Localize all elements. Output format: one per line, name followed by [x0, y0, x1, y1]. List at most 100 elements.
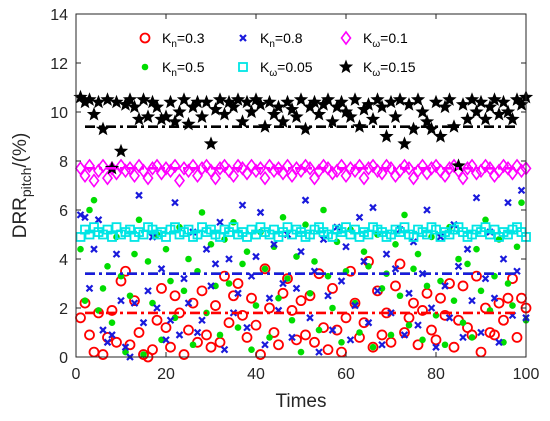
x-tick-label: 0	[72, 366, 81, 383]
data-point	[426, 161, 437, 176]
data-point	[356, 329, 363, 336]
legend-label-sub: n	[171, 39, 177, 50]
data-point	[428, 94, 444, 109]
y-axis-label-main: DRR	[10, 197, 31, 238]
data-point	[306, 314, 314, 322]
data-point	[392, 92, 408, 106]
data-point	[472, 193, 481, 202]
data-point	[417, 305, 428, 316]
data-point	[183, 324, 194, 336]
data-point	[203, 136, 219, 150]
data-point	[104, 263, 111, 270]
data-point	[259, 263, 271, 275]
data-point	[507, 165, 518, 181]
data-point	[169, 158, 181, 174]
data-point	[315, 326, 323, 334]
data-point	[160, 322, 172, 334]
data-point	[76, 211, 85, 219]
legend-entry: Kω=0.1	[340, 30, 408, 50]
y-tick-label: 4	[59, 252, 68, 269]
data-point	[248, 346, 255, 353]
data-point	[292, 284, 301, 293]
data-point	[409, 238, 418, 246]
data-point	[451, 158, 466, 172]
data-point	[192, 168, 203, 184]
data-point	[261, 265, 269, 273]
data-point	[471, 270, 482, 282]
data-point	[111, 336, 122, 348]
data-point	[151, 158, 163, 174]
data-point	[219, 270, 230, 282]
data-point	[493, 297, 505, 309]
data-point	[257, 119, 273, 133]
data-point	[198, 209, 206, 216]
data-point	[439, 168, 451, 184]
data-point	[437, 277, 444, 285]
data-point	[118, 97, 133, 111]
data-point	[88, 173, 100, 188]
data-point	[157, 265, 166, 273]
data-point	[246, 292, 257, 304]
data-point	[424, 121, 439, 136]
data-point	[309, 170, 320, 186]
data-point	[347, 92, 363, 106]
data-point	[376, 165, 388, 181]
data-point	[320, 92, 336, 106]
data-point	[293, 92, 309, 106]
data-point	[117, 296, 125, 305]
data-point	[120, 265, 131, 277]
data-point	[414, 250, 422, 258]
data-point	[235, 114, 250, 128]
data-point	[210, 170, 221, 186]
data-point	[139, 318, 148, 327]
data-point	[279, 279, 287, 288]
data-point	[108, 319, 116, 327]
data-point	[165, 341, 176, 353]
data-point	[378, 285, 386, 292]
data-point	[124, 161, 136, 176]
data-point	[185, 255, 192, 263]
legend-marker	[338, 59, 354, 74]
data-point	[97, 158, 109, 174]
data-point	[214, 161, 226, 176]
data-point	[300, 329, 311, 341]
data-point	[369, 203, 377, 212]
data-point	[336, 158, 347, 174]
data-point	[315, 348, 323, 356]
data-point	[324, 272, 332, 280]
data-point	[432, 343, 440, 351]
data-point	[279, 214, 287, 221]
data-point	[329, 99, 345, 114]
data-point	[73, 89, 88, 104]
x-tick-label: 20	[157, 366, 175, 383]
data-point	[417, 158, 428, 174]
legend-label-value: =0.05	[277, 59, 313, 75]
data-point	[361, 97, 376, 111]
data-point	[473, 94, 489, 109]
data-point	[464, 92, 480, 106]
data-point	[99, 285, 107, 292]
data-point	[410, 92, 426, 106]
data-point	[423, 206, 431, 214]
data-point	[412, 339, 424, 351]
data-point	[75, 161, 86, 176]
data-point	[113, 143, 129, 158]
legend-label-sub: n	[269, 39, 275, 50]
data-point	[194, 109, 210, 123]
data-point	[256, 208, 265, 217]
data-point	[297, 348, 305, 356]
data-point	[277, 287, 289, 299]
data-point	[243, 323, 251, 332]
data-point	[487, 92, 502, 106]
data-point	[271, 99, 286, 114]
data-point	[237, 309, 248, 321]
data-point	[342, 242, 350, 251]
data-point	[338, 104, 354, 119]
data-point	[392, 241, 399, 248]
data-point	[205, 341, 217, 353]
legend-label-main: K	[162, 59, 172, 75]
data-point	[225, 280, 233, 287]
data-point	[144, 287, 152, 295]
data-point	[513, 243, 521, 251]
data-point	[495, 338, 503, 347]
